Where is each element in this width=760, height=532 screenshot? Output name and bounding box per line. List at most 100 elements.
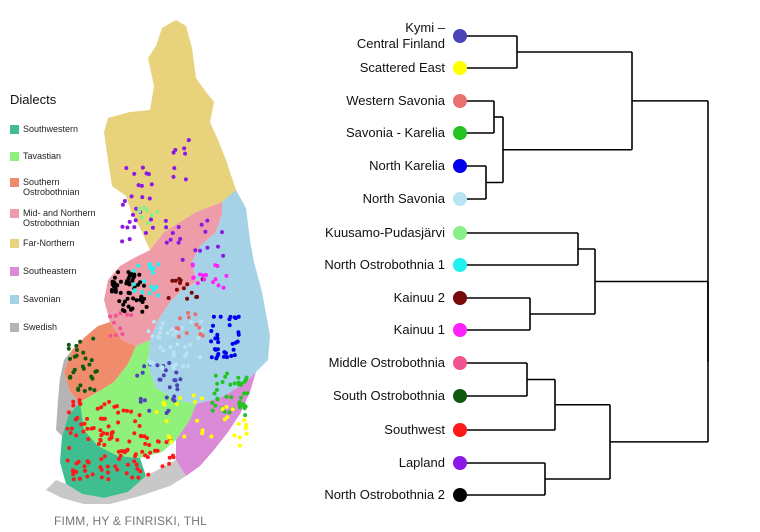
legend-item: Southwestern xyxy=(10,124,99,134)
leaf-label: Kainuu 1 xyxy=(393,322,445,337)
sample-dot xyxy=(178,281,182,285)
legend-item: Southern Ostrobothnian xyxy=(10,177,99,197)
sample-dot xyxy=(140,370,145,375)
sample-dot xyxy=(244,375,249,380)
sample-dot xyxy=(216,340,221,345)
sample-dot xyxy=(228,314,233,319)
sample-dot xyxy=(203,229,208,234)
sample-dot xyxy=(190,262,195,267)
sample-dot xyxy=(138,396,143,401)
sample-dot xyxy=(236,332,241,337)
legend-label: Savonian xyxy=(23,294,61,304)
leaf-marker xyxy=(453,226,467,240)
sample-dot xyxy=(147,262,152,267)
legend-label: Southwestern xyxy=(23,124,79,134)
sample-dot xyxy=(176,225,181,229)
sample-dot xyxy=(139,294,144,299)
leaf-marker xyxy=(453,488,467,502)
sample-dot xyxy=(88,386,93,391)
sample-dot xyxy=(82,389,87,393)
sample-dot xyxy=(236,421,241,426)
sample-dot xyxy=(174,370,179,375)
sample-dot xyxy=(154,410,159,414)
sample-dot xyxy=(127,219,132,224)
sample-dot xyxy=(139,215,144,220)
sample-dot xyxy=(150,334,155,339)
sample-dot xyxy=(166,296,171,300)
sample-dot xyxy=(172,166,177,171)
sample-dot xyxy=(101,431,106,436)
sample-dot xyxy=(156,293,161,298)
sample-dot xyxy=(170,278,175,283)
sample-dot xyxy=(99,467,104,472)
sample-dot xyxy=(216,283,221,288)
sample-dot xyxy=(140,449,145,454)
sample-dot xyxy=(132,431,137,436)
sample-dot xyxy=(116,270,120,275)
sample-dot xyxy=(221,253,226,258)
sample-dot xyxy=(131,296,136,301)
sample-dot xyxy=(220,380,225,384)
leaf-marker xyxy=(453,456,467,470)
leaf-label: North Karelia xyxy=(369,158,445,173)
sample-dot xyxy=(142,296,147,301)
sample-dot xyxy=(74,433,79,438)
sample-dot xyxy=(213,403,218,408)
legend-swatch xyxy=(10,239,19,248)
sample-dot xyxy=(193,399,197,404)
sample-dot xyxy=(210,400,215,405)
sample-dot xyxy=(89,426,94,431)
sample-dot xyxy=(230,407,235,412)
sample-dot xyxy=(155,363,160,368)
sample-dot xyxy=(178,396,183,400)
sample-dot xyxy=(77,476,82,481)
sample-dot xyxy=(91,336,96,341)
legend-swatch xyxy=(10,125,19,134)
sample-dot xyxy=(120,202,125,207)
sample-dot xyxy=(136,475,141,480)
leaf-label: Kuusamo-Pudasjärvi xyxy=(325,225,445,240)
sample-dot xyxy=(147,196,152,201)
sample-dot xyxy=(142,283,146,288)
leaf-label: Middle Ostrobothnia xyxy=(328,355,445,370)
sample-dot xyxy=(85,426,90,431)
sample-dot xyxy=(83,356,88,361)
sample-dot xyxy=(120,332,125,336)
sample-dot xyxy=(229,395,234,400)
sample-dot xyxy=(164,419,169,424)
legend-label: Southeastern xyxy=(23,266,77,276)
sample-dot xyxy=(146,172,151,177)
sample-dot xyxy=(149,284,154,289)
sample-dot xyxy=(212,391,217,396)
legend-item: Tavastian xyxy=(10,151,99,161)
sample-dot xyxy=(68,356,72,361)
sample-dot xyxy=(74,343,79,348)
sample-dot xyxy=(176,334,181,339)
sample-dot xyxy=(121,302,126,307)
sample-dot xyxy=(205,245,210,250)
sample-dot xyxy=(183,151,188,156)
sample-dot xyxy=(177,276,182,281)
sample-dot xyxy=(186,310,190,315)
leaf-label: Western Savonia xyxy=(346,93,445,108)
credit-text: FIMM, HY & FINRISKI, THL xyxy=(54,514,208,528)
leaf-marker xyxy=(453,389,467,403)
region-swedish xyxy=(56,350,80,436)
sample-dot xyxy=(169,439,174,444)
sample-dot xyxy=(211,314,216,319)
sample-dot xyxy=(122,299,127,304)
sample-dot xyxy=(237,435,242,440)
sample-dot xyxy=(125,408,130,413)
sample-dot xyxy=(81,350,86,355)
sample-dot xyxy=(127,439,132,444)
sample-dot xyxy=(224,394,229,399)
sample-dot xyxy=(136,282,141,287)
sample-dot xyxy=(154,285,159,290)
sample-dot xyxy=(156,262,161,267)
sample-dot xyxy=(67,446,72,450)
sample-dot xyxy=(99,405,104,410)
sample-dot xyxy=(133,218,138,223)
sample-dot xyxy=(142,279,147,284)
sample-dot xyxy=(189,290,194,295)
sample-dot xyxy=(132,225,137,230)
